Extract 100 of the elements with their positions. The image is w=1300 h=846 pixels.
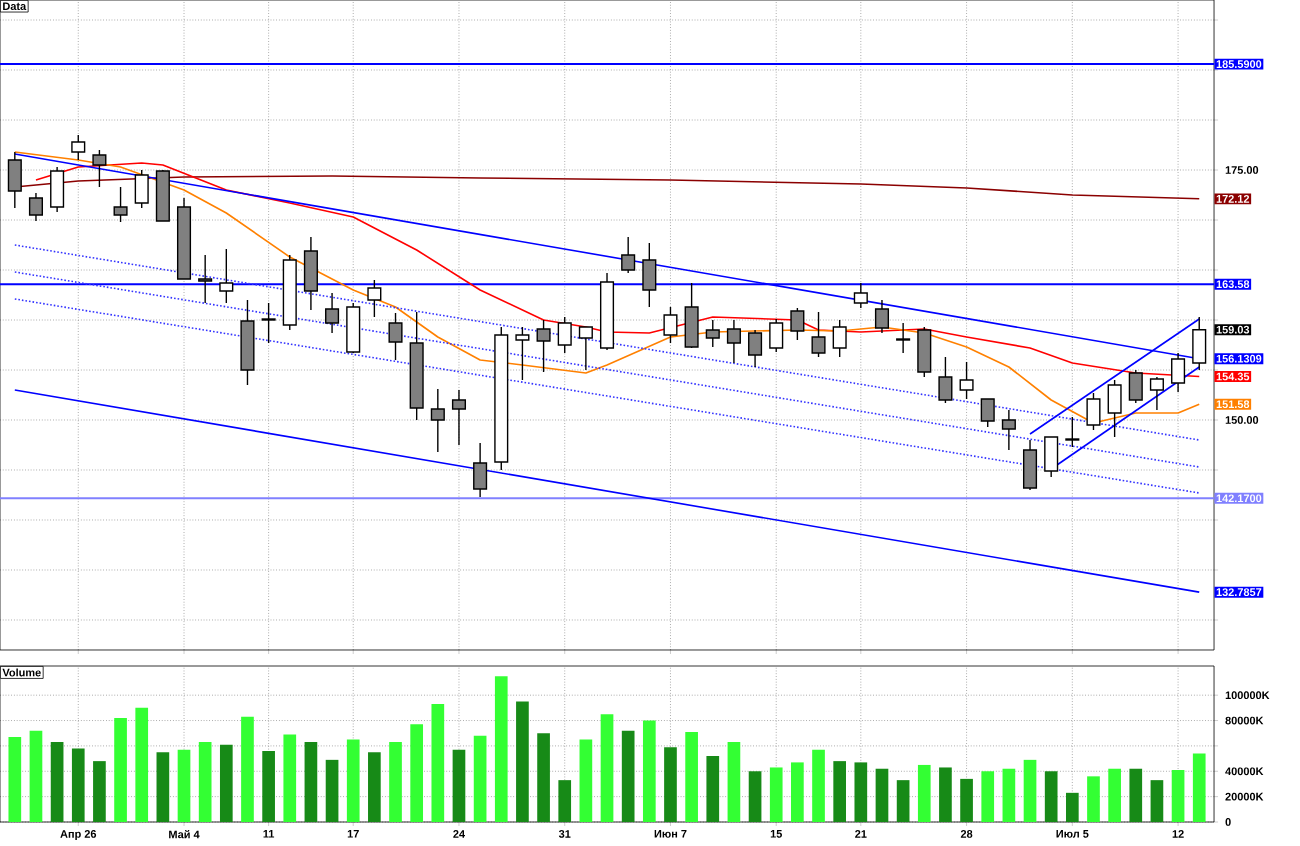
line-series — [14, 151, 1201, 424]
candlestick — [663, 306, 678, 344]
candlestick — [621, 236, 636, 274]
bar — [854, 762, 868, 822]
bar — [304, 742, 318, 822]
candlestick — [1171, 352, 1186, 393]
candlestick — [853, 282, 868, 309]
bar — [960, 778, 973, 822]
bar — [29, 730, 43, 822]
bar — [1002, 768, 1016, 822]
candlestick — [705, 319, 720, 348]
candlestick — [1192, 316, 1207, 371]
candlestick — [1107, 379, 1122, 438]
bar — [939, 767, 952, 822]
candlestick — [261, 302, 276, 344]
candlestick — [684, 282, 699, 349]
bar — [537, 733, 550, 822]
bar — [1108, 768, 1121, 822]
bar — [600, 714, 614, 822]
bar — [727, 742, 741, 822]
candlestick — [451, 389, 467, 446]
candlestick — [1149, 376, 1164, 411]
bar — [156, 752, 170, 822]
bar — [494, 676, 508, 822]
bar — [8, 737, 22, 822]
bar — [114, 718, 127, 822]
bar — [748, 771, 762, 822]
candlestick — [1022, 439, 1038, 491]
candlestick — [1086, 392, 1101, 431]
candlestick — [325, 292, 340, 334]
candlestick — [430, 388, 445, 453]
candlestick — [790, 307, 805, 341]
bar — [812, 749, 825, 822]
candlestick — [811, 311, 826, 358]
candlestick — [557, 316, 572, 354]
candlestick — [917, 326, 932, 378]
candlestick — [28, 192, 44, 222]
bar — [875, 768, 889, 822]
candlestick — [50, 166, 65, 213]
bar — [1023, 759, 1037, 822]
bar — [241, 716, 254, 822]
candlestick — [71, 134, 86, 161]
candlestick — [1044, 436, 1059, 478]
candlestick — [769, 318, 784, 353]
candlestick — [832, 319, 847, 358]
bar — [1150, 780, 1164, 822]
bar — [389, 742, 402, 822]
bar — [219, 744, 233, 822]
bar — [685, 731, 698, 822]
bar — [198, 742, 212, 822]
candlestick — [198, 254, 213, 304]
candlestick — [515, 326, 530, 381]
candlestick — [1001, 409, 1016, 451]
bar — [325, 759, 339, 822]
bar — [410, 724, 424, 822]
bar — [1087, 776, 1100, 822]
bar — [664, 747, 677, 822]
bar — [579, 739, 593, 822]
candlestick — [896, 322, 911, 354]
bar — [346, 739, 360, 822]
bar — [1044, 771, 1058, 822]
bar — [981, 771, 995, 822]
candlestick — [7, 151, 22, 209]
candlestick — [748, 329, 763, 368]
candlestick — [938, 356, 953, 404]
bar — [516, 701, 529, 822]
bar — [706, 756, 720, 822]
bar — [558, 780, 572, 822]
candlestick — [874, 299, 890, 334]
bar — [769, 767, 783, 822]
candlestick — [134, 169, 149, 209]
bar — [473, 735, 487, 822]
candlestick — [219, 248, 234, 304]
bar — [431, 704, 445, 822]
bar — [1065, 792, 1079, 822]
bar — [368, 752, 381, 822]
bar — [283, 734, 297, 822]
bar — [642, 720, 656, 822]
bar — [262, 750, 275, 822]
bar — [93, 761, 106, 822]
candlestick — [473, 442, 488, 498]
candlestick — [536, 319, 551, 373]
bar — [791, 762, 804, 822]
bar — [917, 764, 931, 822]
bar — [896, 780, 910, 822]
bar — [833, 761, 847, 822]
bar — [621, 730, 635, 822]
candlestick — [980, 398, 995, 428]
candlestick — [346, 302, 361, 354]
candlestick — [303, 236, 318, 311]
candlestick — [1128, 369, 1143, 404]
candlestick — [578, 326, 593, 371]
candlestick — [388, 312, 403, 361]
candlestick — [726, 319, 741, 364]
bar — [1129, 768, 1143, 822]
bar — [71, 748, 85, 822]
candlestick — [959, 361, 974, 400]
bar — [452, 749, 466, 822]
candlestick — [92, 149, 107, 188]
bar — [1171, 770, 1185, 822]
